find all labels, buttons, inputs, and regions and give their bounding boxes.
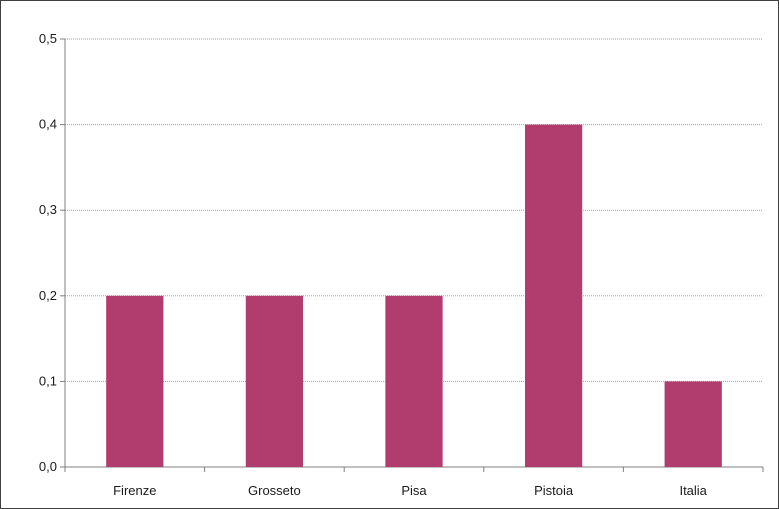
x-tick-label: Pisa: [401, 483, 427, 498]
bar-firenze: [106, 295, 164, 467]
bar-italia: [664, 381, 722, 467]
x-tick-label: Grosseto: [248, 483, 301, 498]
x-tick-label: Pistoia: [534, 483, 574, 498]
y-tick-label: 0,1: [39, 373, 57, 388]
y-tick-label: 0,4: [39, 117, 57, 132]
y-tick-label: 0,0: [39, 459, 57, 474]
x-tick-label: Firenze: [113, 483, 156, 498]
bar-pistoia: [524, 124, 583, 467]
x-tick-label: Italia: [679, 483, 707, 498]
y-tick-label: 0,3: [39, 202, 57, 217]
bar-pisa: [385, 295, 443, 467]
y-tick-label: 0,5: [39, 31, 57, 46]
y-tick-label: 0,2: [39, 288, 57, 303]
bar-grosseto: [245, 295, 304, 467]
